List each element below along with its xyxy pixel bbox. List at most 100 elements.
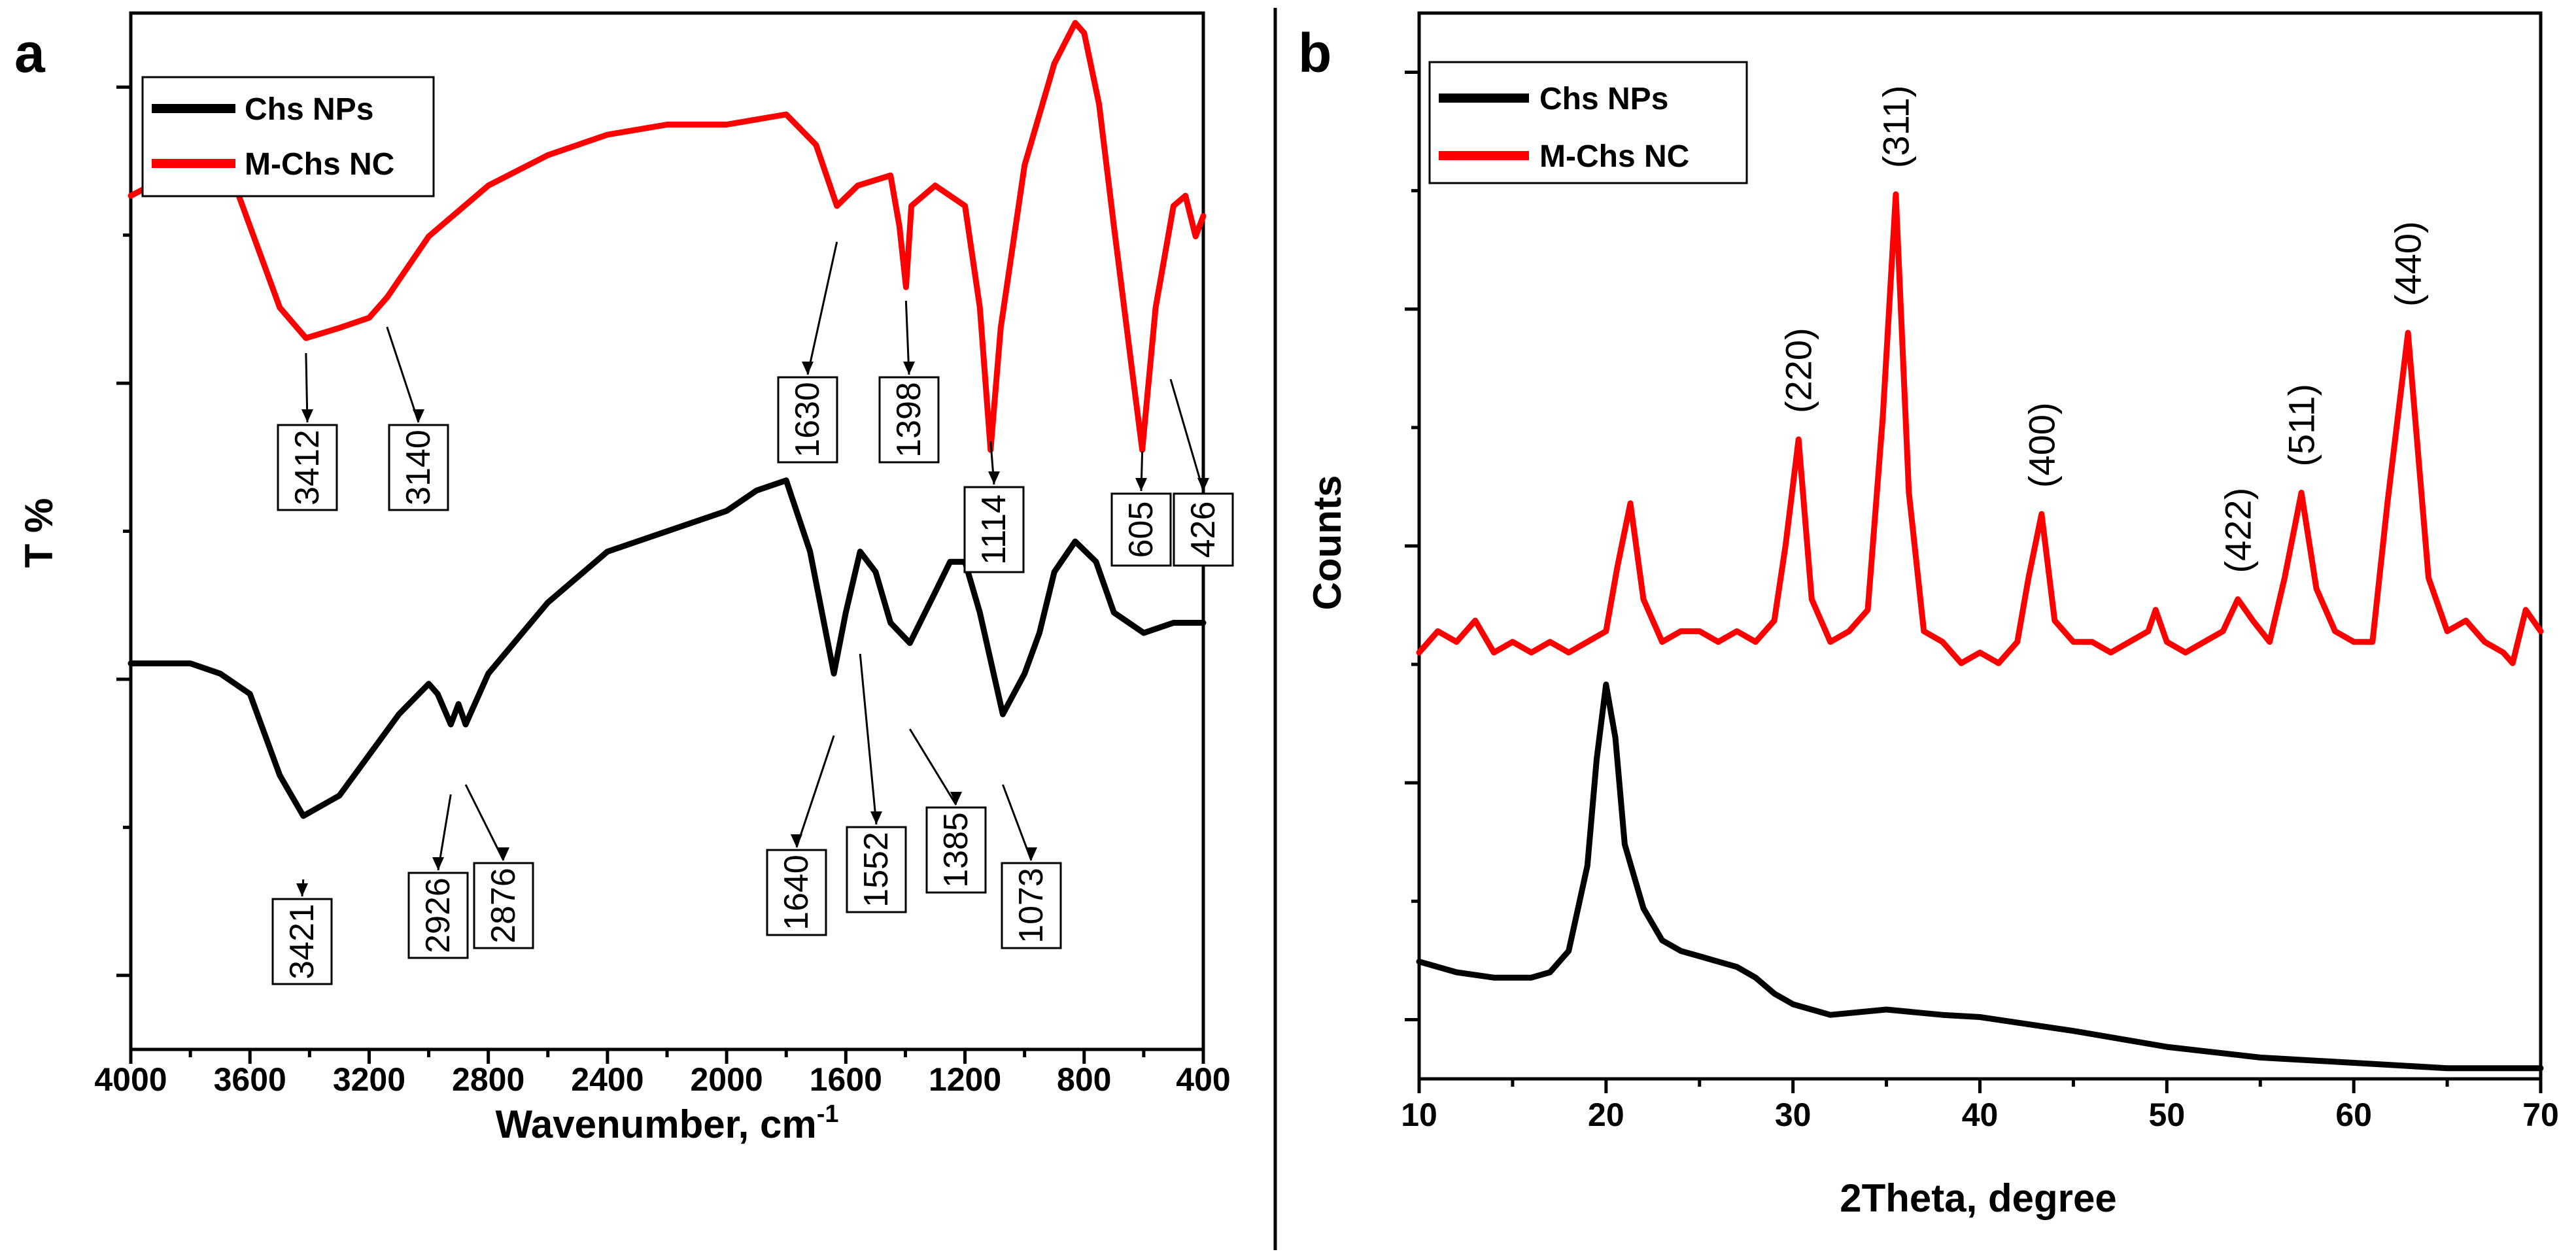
- panel-a-y-ticks: [116, 85, 131, 978]
- annotation-box-2876: [473, 862, 534, 949]
- annotation-arrow-1630: [806, 241, 838, 375]
- annotation-box-1398: [878, 376, 940, 464]
- panel-b-xrd-chart: b 10 20 30 40 50 60 70 (220) (311) (400) (422) (51…: [1298, 11, 2559, 1220]
- annotation-arrowhead-3421: [296, 883, 308, 896]
- annotation-box-1385: [925, 806, 987, 894]
- panel-b-legend-label-m-chs-nc: M-Chs NC: [1539, 139, 1689, 174]
- panel-b-series-line-chs-nps: [1416, 681, 2544, 1072]
- annotation-label-605: 605: [1122, 502, 1160, 558]
- annotation-arrowhead-1640: [791, 834, 802, 847]
- panel-a-x-tick-label-4000: 4000: [94, 1061, 167, 1098]
- panel-b-x-tick-label-40: 40: [1962, 1096, 1999, 1133]
- panel-a-annotations: 3412 3140 1630 1398 1114 605 426 3421 2926 2876 16…: [271, 241, 1234, 985]
- annotation-box-1552: [846, 826, 907, 913]
- panel-b-x-tick-label-60: 60: [2335, 1096, 2372, 1133]
- panel-b-x-tick-label-50: 50: [2149, 1096, 2186, 1133]
- panel-a-x-tick-label-1600: 1600: [810, 1061, 882, 1098]
- panel-a-series: [128, 20, 1207, 819]
- panel-b-y-ticks: [1405, 71, 1419, 1021]
- panel-a-x-tick-label-2800: 2800: [452, 1061, 524, 1098]
- panel-b-series: [1416, 191, 2544, 1072]
- peak-label-311: (311): [1875, 86, 1916, 169]
- panel-b-x-ticks: 10 20 30 40 50 60 70: [1401, 1079, 2559, 1133]
- annotation-box-3412: [277, 424, 338, 511]
- panel-b-x-tick-label-10: 10: [1401, 1096, 1437, 1133]
- panel-a-letter: a: [14, 22, 46, 84]
- annotation-box-426: [1173, 492, 1234, 567]
- annotation-label-1385: 1385: [937, 812, 975, 888]
- annotation-arrow-1552: [859, 653, 878, 825]
- annotation-arrowhead-3140: [413, 409, 424, 422]
- panel-b-series-line-m-chs-nc: [1416, 191, 2544, 666]
- annotation-label-1114: 1114: [975, 494, 1013, 565]
- annotation-arrow-1385: [908, 728, 957, 806]
- annotation-arrowhead-1385: [950, 792, 962, 805]
- panel-a-x-ticks: 4000 3600 3200 2800 2400 2000 1600 1200 800 400: [94, 1049, 1231, 1098]
- panel-b-x-title: 2Theta, degree: [1840, 1176, 2117, 1220]
- annotation-label-1630: 1630: [789, 382, 827, 458]
- annotation-arrowhead-1073: [1025, 847, 1037, 860]
- annotation-box-605: [1110, 492, 1172, 567]
- annotation-arrowhead-1114: [988, 471, 1000, 484]
- peak-label-511: (511): [2281, 384, 2322, 467]
- panel-b-legend-label-chs-nps: Chs NPs: [1539, 82, 1668, 116]
- annotation-label-1552: 1552: [857, 832, 895, 908]
- panel-a-x-tick-label-2000: 2000: [690, 1061, 763, 1098]
- annotation-arrowhead-1630: [802, 362, 814, 375]
- annotation-label-1398: 1398: [890, 382, 928, 458]
- panel-a-legend: Chs NPs M-Chs NC: [141, 76, 435, 197]
- annotation-arrowhead-1552: [870, 811, 882, 824]
- annotation-box-1640: [766, 849, 827, 936]
- annotation-box-3421: [271, 898, 333, 985]
- annotation-label-1073: 1073: [1012, 868, 1050, 944]
- panel-a-series-line-m-chs-nc: [128, 20, 1207, 453]
- panel-a-x-title-sup: -1: [817, 1100, 839, 1128]
- panel-a-x-tick-label-3200: 3200: [333, 1061, 405, 1098]
- panel-a-x-title-main: Wavenumber, cm: [495, 1102, 816, 1146]
- annotation-box-2926: [407, 872, 469, 959]
- annotation-box-1630: [777, 376, 838, 464]
- panel-a-x-tick-label-2400: 2400: [571, 1061, 644, 1098]
- panel-a-x-tick-label-1200: 1200: [929, 1061, 1001, 1098]
- panel-b-x-tick-label-70: 70: [2522, 1096, 2559, 1133]
- annotation-arrowhead-1398: [903, 362, 915, 375]
- peak-label-220: (220): [1778, 328, 1819, 413]
- annotation-arrowhead-2926: [432, 857, 444, 870]
- annotation-label-426: 426: [1184, 502, 1222, 558]
- peak-label-440: (440): [2388, 221, 2429, 307]
- annotation-box-1073: [1001, 862, 1062, 949]
- annotation-label-3421: 3421: [283, 904, 321, 979]
- annotation-label-2876: 2876: [485, 868, 523, 944]
- panel-a-legend-label-m-chs-nc: M-Chs NC: [245, 147, 394, 182]
- panel-a-legend-label-chs-nps: Chs NPs: [245, 92, 373, 127]
- annotation-arrow-426: [1169, 379, 1205, 492]
- annotation-box-1114: [963, 486, 1025, 573]
- panel-a-x-tick-label-3600: 3600: [214, 1061, 286, 1098]
- panel-b-legend-box: [1428, 61, 1748, 184]
- annotation-arrow-3140: [386, 326, 420, 423]
- annotation-label-3412: 3412: [288, 430, 326, 505]
- annotation-arrowhead-426: [1197, 478, 1209, 491]
- annotation-arrowhead-3412: [301, 409, 313, 422]
- panel-a-x-tick-label-400: 400: [1176, 1061, 1230, 1098]
- panel-a-x-title: Wavenumber, cm-1: [495, 1100, 838, 1146]
- annotation-label-1640: 1640: [778, 855, 816, 930]
- panel-b-letter: b: [1298, 22, 1331, 84]
- annotation-arrowhead-605: [1135, 478, 1147, 491]
- annotation-label-3140: 3140: [400, 430, 438, 505]
- annotation-arrow-1640: [795, 735, 835, 848]
- panel-a-x-tick-label-800: 800: [1057, 1061, 1111, 1098]
- panel-b-x-tick-label-30: 30: [1775, 1096, 1812, 1133]
- annotation-arrow-2876: [464, 784, 505, 861]
- panel-b-legend: Chs NPs M-Chs NC: [1428, 61, 1748, 184]
- panel-a-ftir-chart: a 4000 3600 3200 2800 2400 2000 1600 1200 800 400…: [14, 11, 1234, 1146]
- panel-b-x-tick-label-20: 20: [1588, 1096, 1624, 1133]
- peak-label-400: (400): [2021, 402, 2062, 488]
- panel-b-y-title: Counts: [1305, 475, 1349, 611]
- annotation-box-3140: [388, 424, 449, 511]
- annotation-arrowhead-2876: [498, 847, 509, 860]
- peak-label-422: (422): [2217, 488, 2258, 573]
- annotation-label-2926: 2926: [419, 877, 457, 953]
- panel-a-series-line-chs-nps: [128, 477, 1207, 819]
